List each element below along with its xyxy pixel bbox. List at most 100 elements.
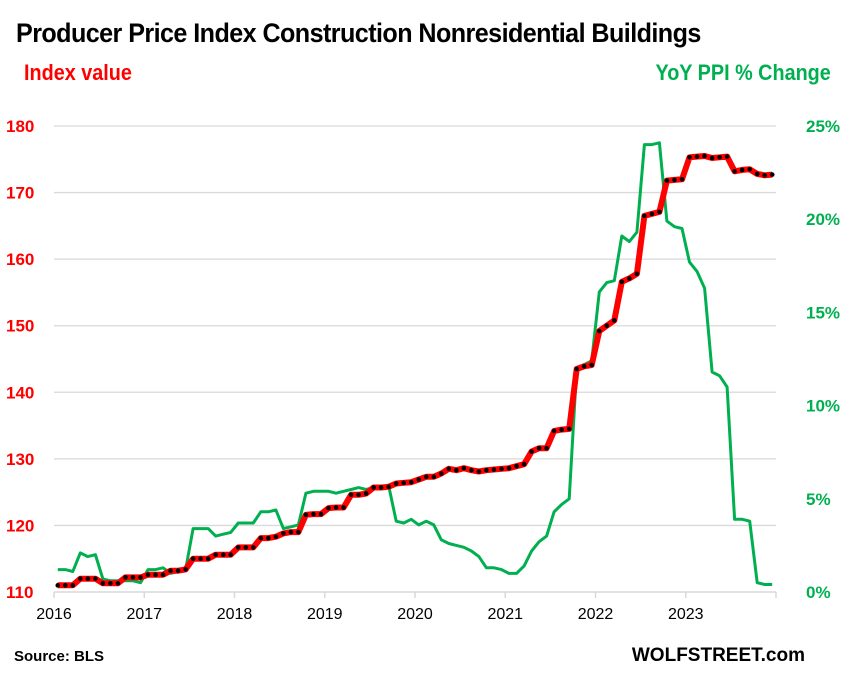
index-point xyxy=(281,531,286,536)
index-point xyxy=(115,581,121,586)
index-point xyxy=(393,481,399,486)
index-point xyxy=(499,466,504,472)
index-point xyxy=(363,491,369,496)
index-point xyxy=(657,209,662,215)
x-tick-label: 2023 xyxy=(668,606,704,623)
left-tick-label: 150 xyxy=(6,317,34,336)
index-point xyxy=(108,581,113,586)
index-point xyxy=(356,492,361,498)
brand-label: WOLFSTREET.com xyxy=(631,645,805,666)
index-point xyxy=(762,172,768,178)
left-tick-label: 180 xyxy=(6,117,34,136)
right-axis-label: YoY PPI % Change xyxy=(655,60,831,85)
left-tick-label: 140 xyxy=(6,383,34,402)
index-point xyxy=(544,445,549,451)
index-point xyxy=(153,572,158,577)
index-point xyxy=(574,366,579,372)
index-point xyxy=(243,545,249,550)
index-point xyxy=(619,279,625,285)
index-point xyxy=(634,271,640,277)
index-point xyxy=(100,581,106,586)
index-point xyxy=(93,576,98,581)
index-point xyxy=(649,211,655,217)
index-point xyxy=(596,328,602,334)
index-point xyxy=(581,364,587,369)
index-point xyxy=(439,471,444,476)
index-point xyxy=(739,167,745,173)
index-point xyxy=(258,535,264,541)
index-point xyxy=(461,465,467,471)
right-tick-label: 20% xyxy=(806,210,840,229)
index-point xyxy=(235,545,241,550)
index-point xyxy=(672,177,677,183)
index-point xyxy=(717,154,722,160)
right-tick-label: 15% xyxy=(806,303,840,322)
index-point xyxy=(138,575,143,580)
index-point xyxy=(303,512,309,518)
left-tick-label: 110 xyxy=(6,583,33,602)
index-point xyxy=(273,534,279,540)
index-point xyxy=(371,485,376,490)
index-point xyxy=(341,505,346,510)
index-point xyxy=(521,461,527,467)
index-point xyxy=(198,556,203,562)
index-point xyxy=(348,492,354,498)
left-axis-label: Index value xyxy=(24,60,132,85)
gridlines xyxy=(54,125,776,527)
index-point xyxy=(551,428,557,434)
index-point xyxy=(55,583,61,588)
index-point xyxy=(408,479,414,485)
index-point xyxy=(529,449,534,454)
right-tick-label: 25% xyxy=(806,117,840,136)
index-point xyxy=(70,583,76,588)
source-label: Source: BLS xyxy=(14,648,105,665)
index-point xyxy=(724,154,730,159)
index-point xyxy=(175,568,181,573)
index-point xyxy=(220,552,226,558)
index-point xyxy=(333,505,339,510)
index-point xyxy=(296,529,301,535)
index-point xyxy=(266,535,271,541)
index-point xyxy=(604,323,610,329)
index-point xyxy=(687,154,692,160)
index-point xyxy=(251,545,256,550)
index-point xyxy=(702,153,707,159)
index-point xyxy=(78,576,83,581)
left-tick-label: 130 xyxy=(6,450,34,469)
index-point xyxy=(423,474,429,480)
index-point xyxy=(183,567,188,572)
index-point xyxy=(401,480,407,486)
index-point xyxy=(514,463,519,469)
index-point xyxy=(145,572,151,577)
index-point xyxy=(769,172,775,177)
index-point xyxy=(288,529,294,535)
index-point xyxy=(228,552,234,558)
index-point xyxy=(732,168,737,174)
index-point xyxy=(213,552,218,558)
left-tick-label: 170 xyxy=(6,184,34,203)
tick-labels: 110 120 130 140 150 160 170 180 2016 2017 2018 2019… xyxy=(6,117,840,623)
x-tick-label: 2022 xyxy=(578,606,614,623)
index-point xyxy=(484,467,489,473)
index-point xyxy=(160,572,166,577)
index-point xyxy=(446,466,452,472)
index-point xyxy=(378,485,384,490)
index-point xyxy=(168,568,173,573)
left-tick-label: 120 xyxy=(6,516,34,535)
index-point xyxy=(664,178,670,183)
yoy-series xyxy=(57,141,773,586)
index-point xyxy=(642,213,647,219)
index-point xyxy=(386,484,391,490)
index-point xyxy=(491,467,497,472)
right-tick-label: 10% xyxy=(806,397,840,416)
index-point xyxy=(85,576,91,581)
index-point xyxy=(326,505,331,511)
index-point xyxy=(612,318,617,323)
index-point xyxy=(754,171,760,177)
index-point xyxy=(431,474,437,480)
index-point xyxy=(536,445,542,451)
index-point xyxy=(416,477,422,482)
index-series xyxy=(55,153,775,589)
x-tick-label: 2021 xyxy=(487,606,523,623)
